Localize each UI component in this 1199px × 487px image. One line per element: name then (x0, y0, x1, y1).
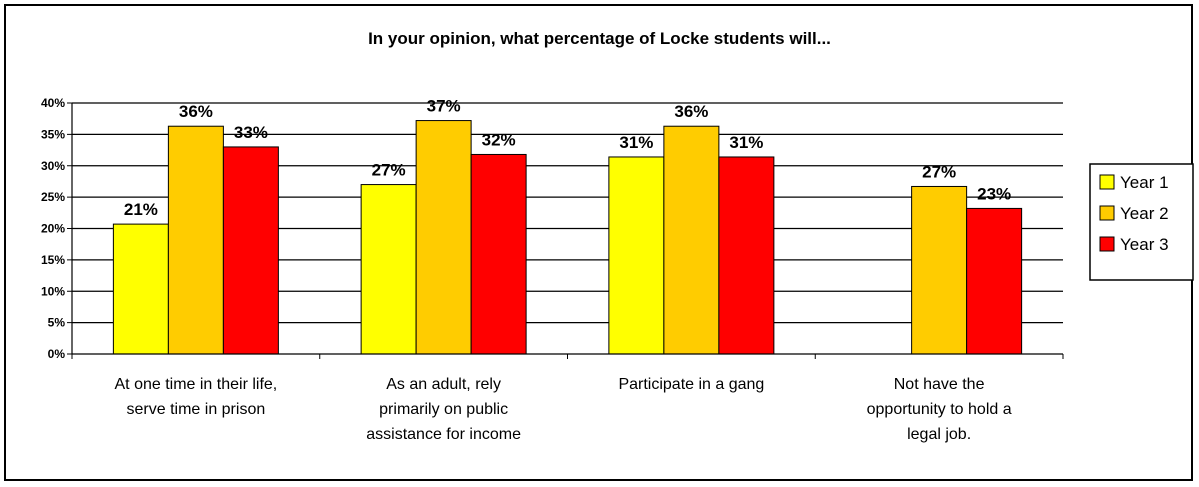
category-label: opportunity to hold a (867, 401, 1012, 418)
category-label: At one time in their life, (115, 376, 278, 393)
data-label: 33% (234, 123, 268, 142)
category-label: legal job. (907, 426, 971, 443)
bar-year-3 (966, 207, 1023, 355)
bar-year-2 (167, 125, 224, 355)
y-tick-labels: 0% 5% 10% 15% 20% 25% 30% 35% 40% (41, 96, 65, 361)
category-label: serve time in prison (127, 401, 266, 418)
bar-year-1 (360, 184, 417, 355)
data-label: 23% (977, 184, 1011, 203)
legend: Year 1 Year 2 Year 3 (1089, 163, 1194, 281)
legend-swatch (1099, 174, 1115, 190)
bar-year-3 (718, 156, 775, 355)
bar-year-1 (608, 156, 665, 355)
category-labels: At one time in their life, serve time in … (115, 376, 1012, 443)
category-label: As an adult, rely (386, 376, 501, 393)
data-label: 27% (922, 162, 956, 181)
bar-year-2 (415, 120, 472, 355)
y-tick-label: 5% (48, 316, 66, 330)
bars (112, 120, 1023, 355)
category-label: Participate in a gang (618, 376, 764, 393)
legend-label: Year 1 (1120, 173, 1169, 192)
y-tick-label: 20% (41, 222, 65, 236)
data-labels: 21% 36% 33% 27% 37% 32% 31% 36% 31% 27% 23% (124, 97, 1011, 220)
y-tick-label: 40% (41, 96, 65, 110)
category-label: assistance for income (366, 426, 521, 443)
data-label: 31% (619, 133, 653, 152)
data-label: 36% (674, 102, 708, 121)
chart-title: In your opinion, what percentage of Lock… (368, 29, 831, 48)
legend-swatch (1099, 236, 1115, 252)
data-label: 27% (372, 161, 406, 180)
bar-year-2 (911, 185, 968, 355)
bar-year-2 (663, 125, 720, 355)
legend-swatch (1099, 205, 1115, 221)
bar-year-3 (470, 153, 527, 355)
bar-year-1 (112, 223, 169, 355)
y-tick-label: 10% (41, 284, 65, 298)
category-label: Not have the (894, 376, 985, 393)
data-label: 31% (729, 133, 763, 152)
legend-label: Year 2 (1120, 204, 1169, 223)
y-tick-label: 30% (41, 159, 65, 173)
y-tick-label: 15% (41, 253, 65, 267)
category-label: primarily on public (379, 401, 508, 418)
data-label: 37% (427, 97, 461, 116)
data-label: 21% (124, 200, 158, 219)
y-tick-label: 35% (41, 127, 65, 141)
data-label: 36% (179, 102, 213, 121)
legend-label: Year 3 (1120, 235, 1169, 254)
y-tick-label: 25% (41, 190, 65, 204)
axes (67, 102, 1064, 359)
data-label: 32% (482, 130, 516, 149)
y-tick-label: 0% (48, 347, 66, 361)
bar-year-3 (222, 146, 279, 355)
